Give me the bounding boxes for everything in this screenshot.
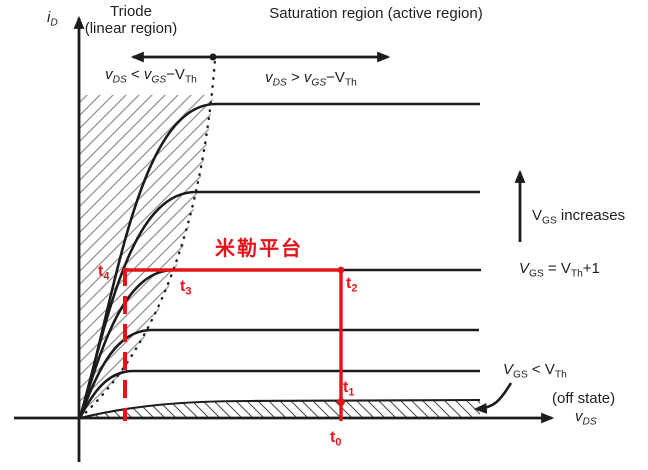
miller-plateau-annotation <box>123 266 345 421</box>
t1-dot <box>337 398 345 406</box>
t1-marker-label: t1 <box>343 379 355 399</box>
vgs-increases-label: VGS increases <box>532 207 626 227</box>
off-state-hatch-strip <box>80 400 480 418</box>
region-junction-dot <box>209 53 217 61</box>
t2-marker-label: t2 <box>346 275 358 295</box>
t2-dot <box>337 266 345 274</box>
triode-region-title: Triode (linear region) <box>84 3 178 38</box>
curve-vgs-2 <box>78 328 479 419</box>
curve-vgs-1 <box>78 369 480 419</box>
curve-vgs-4 <box>78 190 480 419</box>
saturation-region-title: Saturation region (active region) <box>269 5 483 22</box>
triode-region-title-line1: Triode <box>110 3 152 20</box>
triode-hatch-region <box>80 95 213 418</box>
triode-region-title-line2: (linear region) <box>84 19 178 37</box>
t3-marker-label: t3 <box>180 278 192 298</box>
x-axis-label: vDS <box>575 408 597 428</box>
vgs-plateau-level-label: VGS = VTh+1 <box>519 260 600 280</box>
vgs-off-label: VGS < VTh <box>503 361 567 381</box>
saturation-condition: vDS > vGS−VTh <box>265 69 357 89</box>
t4-marker-label: t4 <box>98 263 110 283</box>
boundary-dotted-curve <box>78 58 217 420</box>
off-state-pointer-arrow <box>473 382 513 414</box>
off-state-label: (off state) <box>552 390 616 407</box>
triode-condition: vDS < vGS−VTh <box>105 66 197 86</box>
y-axis-label: iD <box>47 9 58 29</box>
miller-plateau-label: 米勒平台 <box>215 238 303 260</box>
id-vds-curves <box>78 102 481 419</box>
off-state-curve <box>79 398 481 420</box>
t0-marker-label: t0 <box>330 429 342 449</box>
